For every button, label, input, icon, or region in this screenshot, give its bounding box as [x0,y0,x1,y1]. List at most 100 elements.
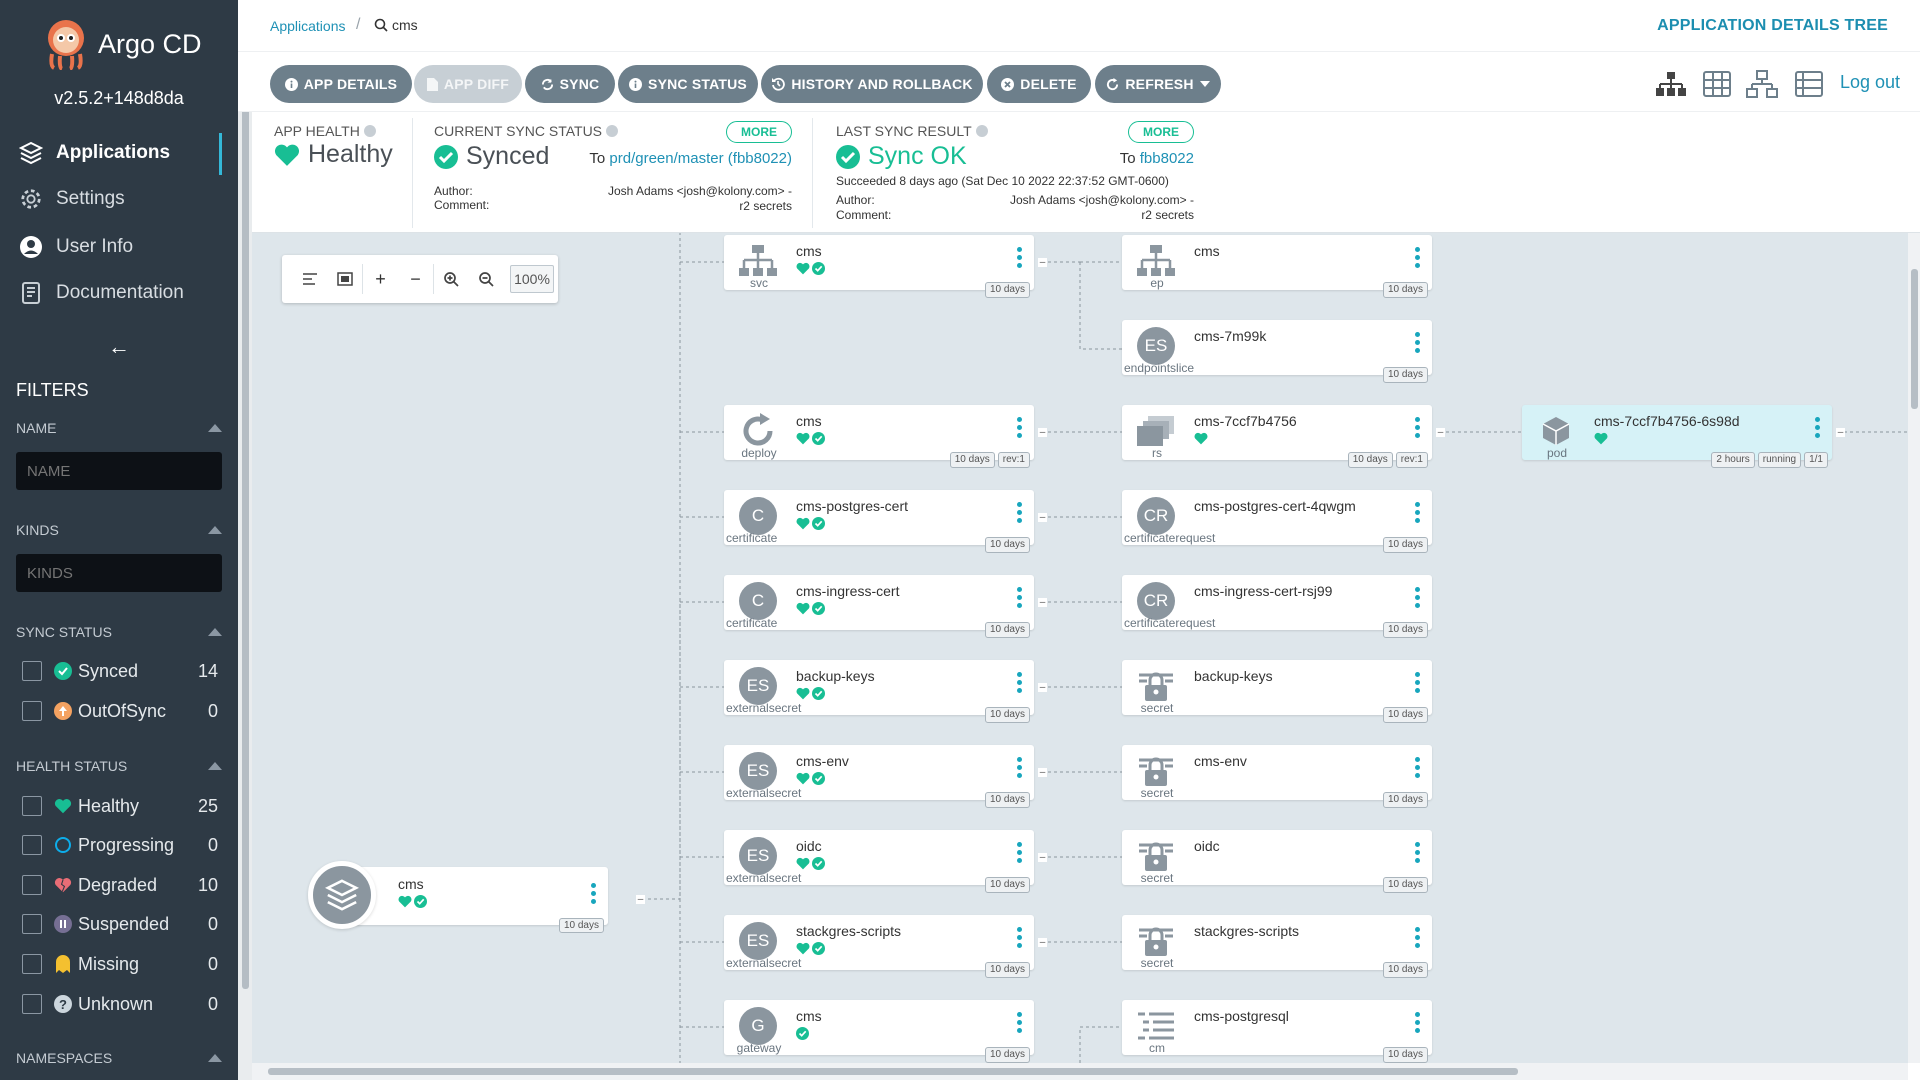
filter-healthy[interactable]: Healthy 25 [22,792,218,820]
collapse-toggle[interactable]: – [1038,597,1047,608]
collapse-toggle[interactable]: – [1038,427,1047,438]
graph-vertical-scrollbar[interactable] [1908,233,1920,1063]
checkbox[interactable] [22,835,42,855]
expand-all-icon[interactable]: + [375,268,386,289]
node-menu-icon[interactable] [1017,587,1022,608]
filter-suspended[interactable]: Suspended 0 [22,910,218,938]
delete-button[interactable]: DELETE [987,65,1091,103]
sync-status-button[interactable]: SYNC STATUS [618,65,758,103]
checkbox[interactable] [22,875,42,895]
collapse-toggle[interactable]: – [1836,427,1845,438]
collapse-toggle[interactable]: – [1436,427,1445,438]
resource-node-externalsecret[interactable]: ES externalsecret backup-keys 10 days [724,660,1034,723]
filter-health-header[interactable]: HEALTH STATUS [16,758,222,774]
fit-screen-icon[interactable] [327,255,362,303]
filter-namespaces-header[interactable]: NAMESPACES [16,1050,222,1066]
scroll-thumb[interactable] [1911,269,1918,409]
resource-node-externalsecret[interactable]: ES externalsecret oidc 10 days [724,830,1034,893]
node-menu-icon[interactable] [591,883,596,904]
collapse-all-icon[interactable]: − [410,268,421,289]
filter-kinds-header[interactable]: KINDS [16,522,222,538]
node-menu-icon[interactable] [1415,247,1420,268]
node-menu-icon[interactable] [1815,417,1820,438]
app-details-button[interactable]: APP DETAILS [270,65,412,103]
last-sync-target-link[interactable]: fbb8022 [1139,150,1194,167]
node-menu-icon[interactable] [1415,927,1420,948]
resource-tree-graph[interactable]: + − 100% cms 10 days – pod cms-7ccf7b475… [252,233,1908,1063]
checkbox[interactable] [22,954,42,974]
nav-user-info[interactable]: User Info [0,225,238,269]
sync-button[interactable]: SYNC [525,65,615,103]
last-sync-more-button[interactable]: MORE [1128,121,1194,143]
filter-outofsync[interactable]: OutOfSync 0 [22,697,218,725]
checkbox[interactable] [22,994,42,1014]
sidebar-scrollbar[interactable] [238,0,252,1080]
node-menu-icon[interactable] [1017,502,1022,523]
filter-unknown[interactable]: ? Unknown 0 [22,990,218,1018]
nav-applications[interactable]: Applications [0,131,238,175]
nav-settings[interactable]: Settings [0,177,238,221]
scroll-thumb[interactable] [242,4,249,989]
filter-synced[interactable]: Synced 14 [22,657,218,685]
graph-horizontal-scrollbar[interactable] [252,1063,1908,1080]
resource-node-ep[interactable]: ep cms 10 days [1122,235,1432,298]
collapse-toggle[interactable]: – [1038,512,1047,523]
node-menu-icon[interactable] [1017,842,1022,863]
filter-sync-header[interactable]: SYNC STATUS [16,624,222,640]
resource-node-secret[interactable]: secret oidc 10 days [1122,830,1432,893]
node-card[interactable]: cms 10 days [348,867,608,933]
filter-progressing[interactable]: Progressing 0 [22,831,218,859]
help-icon[interactable] [975,125,988,137]
node-menu-icon[interactable] [1415,502,1420,523]
list-view-icon[interactable] [1792,67,1826,101]
collapse-toggle[interactable]: – [636,894,645,905]
resource-node-certificaterequest[interactable]: CR certificaterequest cms-postgres-cert-4q… [1122,490,1432,553]
resource-node-rs[interactable]: rs cms-7ccf7b4756 10 days rev:1 [1122,405,1432,468]
name-filter-input[interactable] [16,452,222,490]
filter-degraded[interactable]: Degraded 10 [22,871,218,899]
node-menu-icon[interactable] [1017,757,1022,778]
checkbox[interactable] [22,661,42,681]
node-menu-icon[interactable] [1415,587,1420,608]
resource-node-secret[interactable]: secret stackgres-scripts 10 days [1122,915,1432,978]
kinds-filter-input[interactable] [16,554,222,592]
resource-node-externalsecret[interactable]: ES externalsecret stackgres-scripts 10 days [724,915,1034,978]
node-menu-icon[interactable] [1017,417,1022,438]
network-view-icon[interactable] [1745,67,1779,101]
resource-node-secret[interactable]: secret cms-env 10 days [1122,745,1432,808]
nav-documentation[interactable]: Documentation [0,271,238,315]
collapse-toggle[interactable]: – [1038,767,1047,778]
resource-node-certificaterequest[interactable]: CR certificaterequest cms-ingress-cert-rsj… [1122,575,1432,638]
zoom-percent[interactable]: 100% [510,265,554,293]
resource-node-cm[interactable]: cm cms-postgresql 10 days [1122,1000,1432,1063]
pods-view-icon[interactable] [1700,67,1734,101]
checkbox[interactable] [22,701,42,721]
help-icon[interactable] [606,125,619,137]
node-menu-icon[interactable] [1017,927,1022,948]
zoom-out-icon[interactable] [469,255,504,303]
resource-node-endpointslice[interactable]: ES endpointslice cms-7m99k 10 days [1122,320,1432,383]
sync-target-link[interactable]: prd/green/master (fbb8022) [609,150,792,167]
node-menu-icon[interactable] [1017,672,1022,693]
checkbox[interactable] [22,914,42,934]
align-left-icon[interactable] [292,255,327,303]
breadcrumb-applications[interactable]: Applications [270,18,346,34]
node-menu-icon[interactable] [1017,247,1022,268]
collapse-toggle[interactable]: – [1038,852,1047,863]
resource-node-externalsecret[interactable]: ES externalsecret cms-env 10 days [724,745,1034,808]
node-menu-icon[interactable] [1415,757,1420,778]
node-menu-icon[interactable] [1415,332,1420,353]
zoom-in-icon[interactable] [434,255,469,303]
resource-node-svc[interactable]: svc cms 10 days [724,235,1034,298]
pod-node[interactable]: pod cms-7ccf7b4756-6s98d 2 hours running… [1522,405,1832,468]
node-menu-icon[interactable] [1415,417,1420,438]
filter-name-header[interactable]: NAME [16,420,222,436]
node-menu-icon[interactable] [1017,1012,1022,1033]
application-node[interactable]: cms 10 days [308,861,638,933]
collapse-toggle[interactable]: – [1038,937,1047,948]
collapse-toggle[interactable]: – [1038,257,1047,268]
refresh-button[interactable]: REFRESH [1095,65,1221,103]
